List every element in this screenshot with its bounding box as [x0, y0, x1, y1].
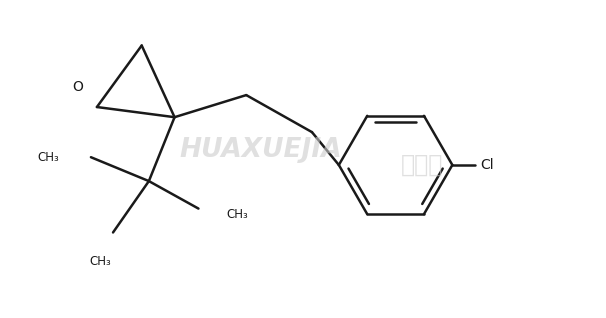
Text: O: O — [72, 80, 82, 94]
Text: Cl: Cl — [480, 158, 493, 172]
Text: CH₃: CH₃ — [227, 208, 248, 221]
Text: 花学加: 花学加 — [401, 153, 444, 177]
Text: HUAXUEJIA: HUAXUEJIA — [180, 137, 342, 163]
Text: CH₃: CH₃ — [38, 151, 59, 164]
Text: CH₃: CH₃ — [89, 255, 111, 267]
